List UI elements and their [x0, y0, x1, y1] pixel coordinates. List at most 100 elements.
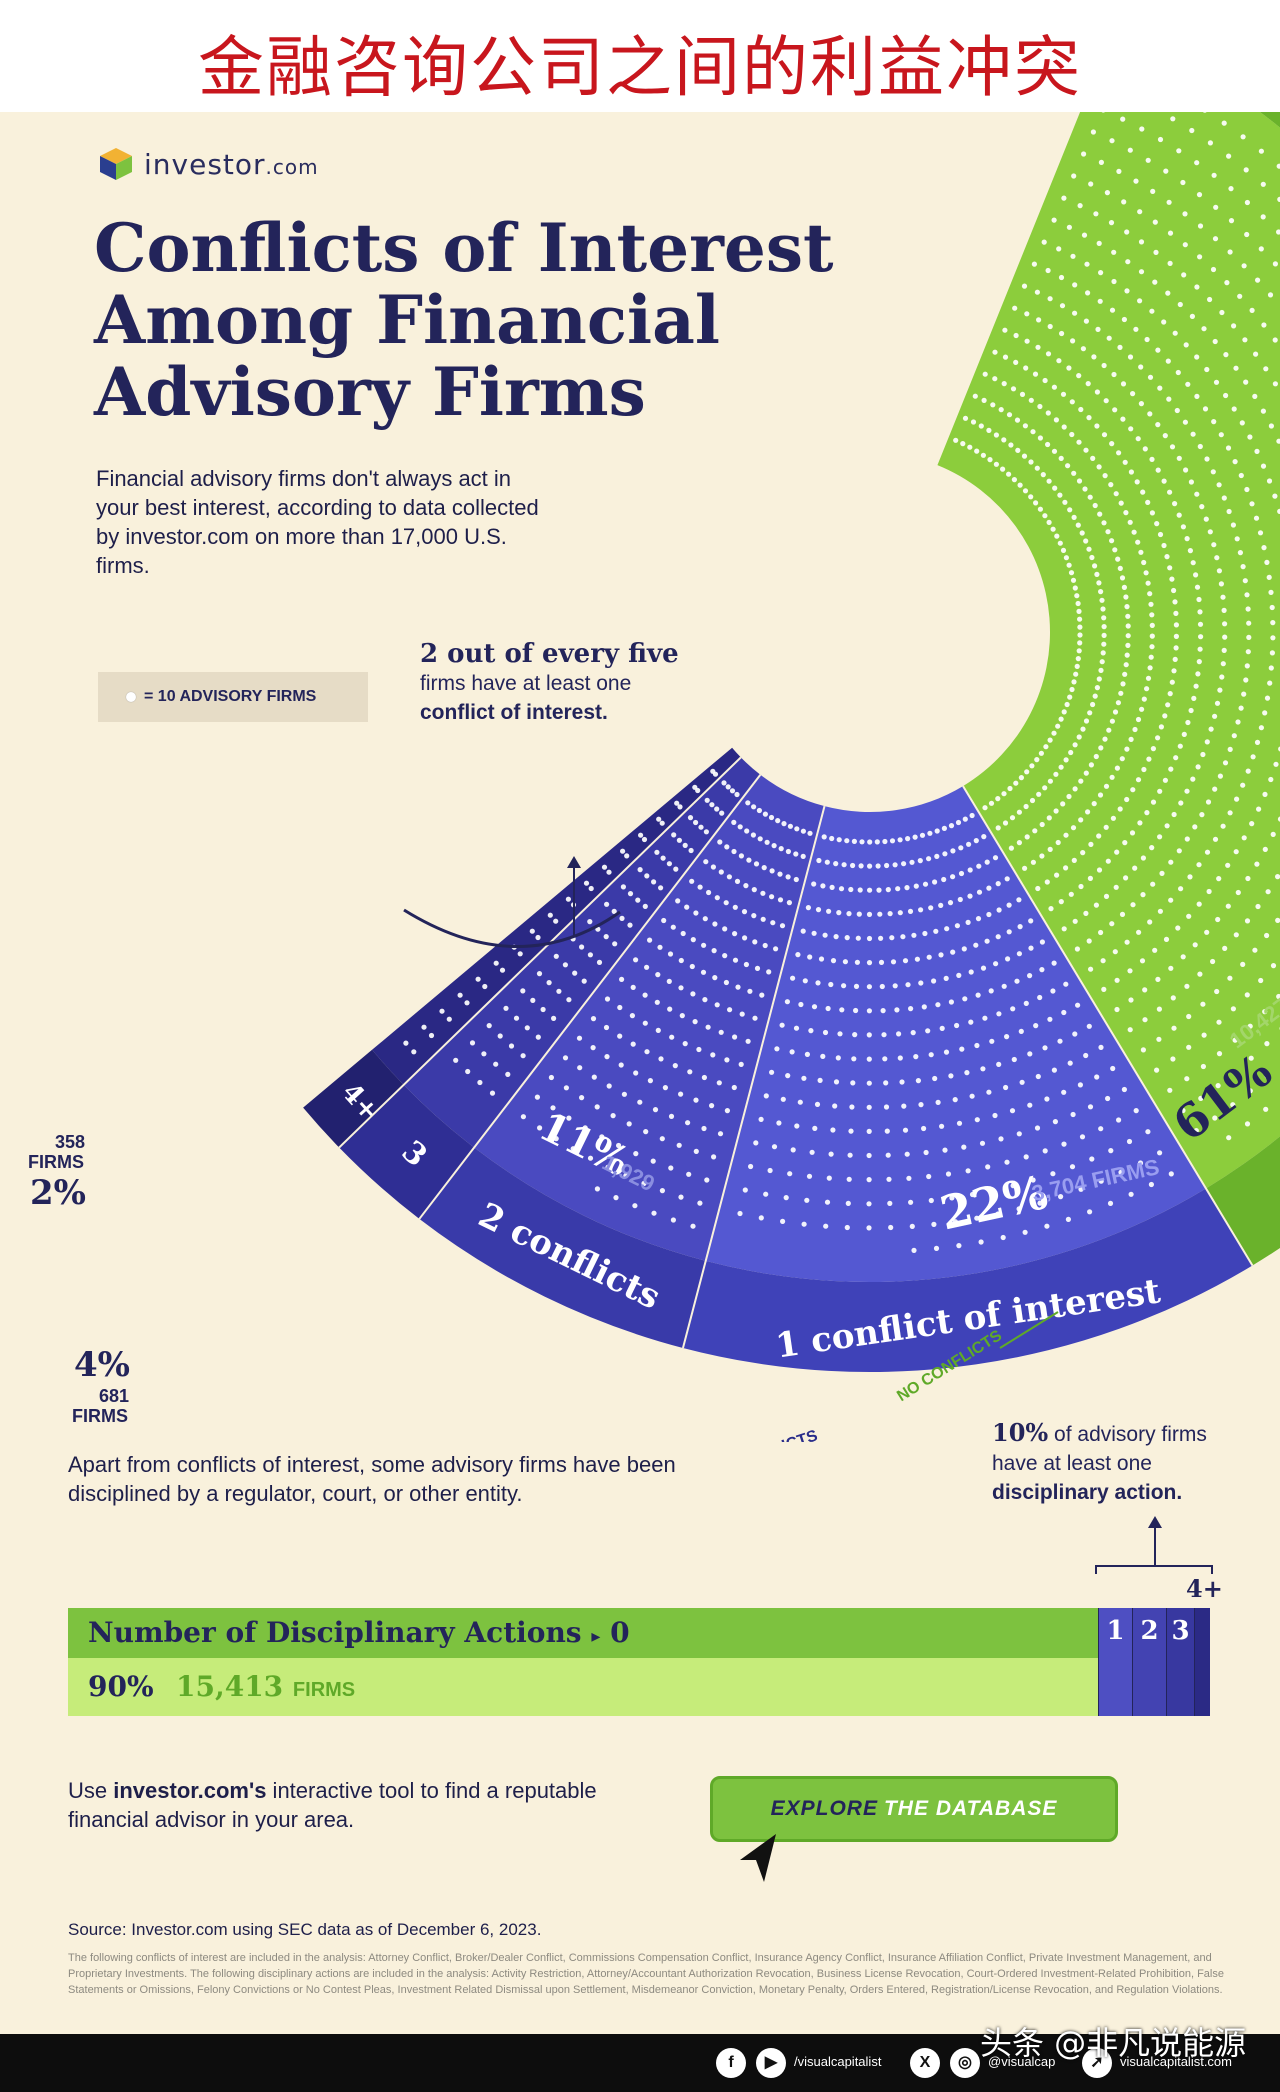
- dot-zero: [1211, 419, 1217, 425]
- slice-four-plus: [372, 747, 741, 1085]
- dot-two: [637, 1099, 643, 1105]
- dot-one: [901, 1103, 907, 1109]
- dot-zero: [993, 461, 1000, 467]
- dot-one: [758, 1215, 764, 1221]
- dot-zero: [986, 427, 992, 433]
- dot-zero: [1116, 450, 1122, 456]
- dot-three: [596, 959, 603, 966]
- dot-one: [825, 1005, 831, 1012]
- dot-one: [774, 1046, 780, 1052]
- dot-two: [670, 1217, 677, 1223]
- dot-zero: [1054, 533, 1060, 539]
- dot-two: [732, 904, 738, 910]
- dot-zero: [1077, 640, 1083, 646]
- dot-zero: [1196, 901, 1202, 907]
- dot-zero: [1146, 756, 1152, 762]
- dot-zero: [1074, 593, 1080, 599]
- dot-one: [1061, 1089, 1067, 1095]
- explore-database-button[interactable]: EXPLORE THE DATABASE: [710, 1776, 1118, 1842]
- dot-two: [678, 1091, 684, 1097]
- dot-zero: [1226, 153, 1232, 159]
- dot-one: [847, 1152, 853, 1158]
- dot-zero: [1078, 778, 1084, 784]
- pointer-icon[interactable]: ➚: [1082, 2048, 1112, 2078]
- dot-zero: [1076, 648, 1082, 654]
- dot-one: [753, 1140, 759, 1146]
- dot-two: [738, 1061, 744, 1067]
- facebook-icon[interactable]: f: [716, 2048, 746, 2078]
- dot-zero: [1001, 437, 1007, 443]
- dot-one: [1087, 1209, 1093, 1215]
- dot-one: [1063, 981, 1069, 987]
- dot-zero: [1101, 641, 1107, 647]
- dot-zero: [1024, 338, 1030, 344]
- footer-handle-2[interactable]: @visualcap: [988, 2054, 1056, 2069]
- x-twitter-icon[interactable]: X: [910, 2048, 940, 2078]
- footer-handle-1[interactable]: /visualcapitalist: [794, 2054, 882, 2069]
- dot-three: [698, 824, 704, 830]
- footer-site[interactable]: visualcapitalist.com: [1120, 2054, 1232, 2069]
- dot-four-plus: [421, 1024, 427, 1030]
- dot-two: [697, 1200, 703, 1206]
- dot-one: [832, 1103, 838, 1109]
- dot-one: [968, 969, 974, 975]
- dot-zero: [1109, 774, 1115, 780]
- dot-one: [1027, 1102, 1033, 1108]
- slice-divider: [338, 756, 742, 1149]
- dot-zero: [1125, 642, 1131, 649]
- dot-zero: [1157, 136, 1164, 143]
- dot-three: [486, 1023, 492, 1029]
- youtube-icon[interactable]: ▶: [756, 2048, 786, 2078]
- dot-one: [790, 975, 796, 981]
- dot-one: [1010, 1183, 1016, 1189]
- dot-zero: [1184, 983, 1190, 989]
- dot-zero: [1178, 800, 1184, 806]
- dot-one: [938, 952, 944, 958]
- dot-zero: [1096, 833, 1102, 839]
- dot-zero: [1230, 522, 1236, 528]
- dot-four-plus: [403, 1040, 409, 1046]
- dot-one: [919, 832, 926, 838]
- dot-two: [717, 839, 723, 845]
- dot-two: [689, 963, 695, 970]
- dot-two: [710, 1052, 716, 1058]
- dot-zero: [1180, 524, 1186, 530]
- dot-one: [1022, 1229, 1028, 1235]
- dot-zero: [1098, 929, 1104, 936]
- dot-zero: [1256, 806, 1262, 812]
- dot-zero: [1258, 725, 1264, 731]
- dot-zero: [1214, 988, 1220, 995]
- dot-zero: [1090, 701, 1096, 708]
- dot-one: [889, 838, 896, 844]
- dot-two: [745, 1038, 751, 1044]
- dot-zero: [1231, 406, 1237, 412]
- slice-divider: [962, 785, 1254, 1267]
- dot-zero: [1122, 840, 1128, 846]
- dot-zero: [1169, 576, 1175, 582]
- dot-zero: [1219, 309, 1225, 316]
- dot-two: [744, 828, 750, 834]
- dot-zero: [1269, 650, 1275, 656]
- dot-zero: [1072, 282, 1078, 288]
- disc-firms: 15,413: [176, 1670, 284, 1703]
- dot-three: [465, 1068, 471, 1075]
- dot-one: [1027, 973, 1033, 979]
- disc-col-2: 2: [1132, 1608, 1166, 1716]
- dot-one: [866, 1152, 872, 1159]
- tool-post: interactive tool to find a reputable fin…: [68, 1778, 597, 1832]
- dot-one: [961, 1144, 967, 1150]
- dot-four-plus: [439, 1008, 445, 1014]
- logo-name: investor: [144, 147, 266, 181]
- dot-three: [572, 970, 578, 976]
- dot-zero: [1047, 846, 1053, 853]
- dot-one: [923, 1149, 929, 1156]
- instagram-icon[interactable]: ◎: [950, 2048, 980, 2078]
- dot-zero: [1100, 606, 1106, 612]
- dot-zero: [1010, 386, 1017, 392]
- dot-zero: [1097, 298, 1103, 304]
- dot-zero: [1174, 407, 1180, 414]
- dot-two: [548, 1074, 555, 1081]
- dot-one: [748, 1163, 754, 1170]
- investor-logo[interactable]: investor.com: [96, 144, 319, 184]
- dot-one: [758, 1116, 764, 1122]
